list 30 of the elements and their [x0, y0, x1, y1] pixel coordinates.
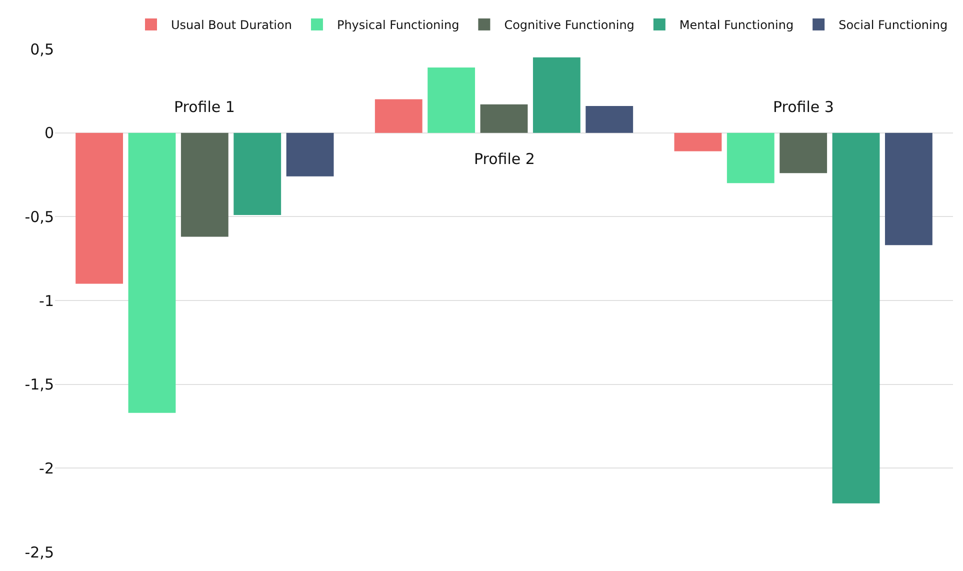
- bar: [780, 132, 828, 174]
- bar: [428, 67, 476, 133]
- y-tick-label: 0,5: [30, 40, 54, 58]
- y-tick-label: -1: [39, 292, 54, 310]
- bar: [234, 132, 282, 215]
- y-tick-label: 0: [44, 124, 54, 142]
- y-tick-label: -2: [39, 459, 54, 478]
- legend-label: Mental Functioning: [679, 18, 794, 32]
- bar: [76, 132, 124, 284]
- bar: [480, 104, 528, 133]
- bar: [374, 99, 422, 133]
- legend-label: Physical Functioning: [336, 18, 460, 32]
- bar: [532, 57, 580, 133]
- bar: [674, 132, 722, 152]
- bar: [726, 132, 774, 184]
- y-tick-label: -1,5: [24, 376, 54, 394]
- legend-label: Social Functioning: [838, 18, 948, 32]
- bar: [884, 132, 932, 246]
- y-tick-label: -2,5: [24, 543, 54, 562]
- y-tick-label: -0,5: [24, 208, 54, 226]
- bar: [128, 132, 176, 413]
- x-tick-label: Profile 1: [174, 98, 235, 116]
- bar: [286, 132, 334, 176]
- legend-label: Usual Bout Duration: [171, 18, 292, 32]
- bar: [586, 106, 634, 133]
- x-tick-label: Profile 3: [773, 98, 834, 116]
- legend-label: Cognitive Functioning: [504, 18, 634, 32]
- x-tick-label: Profile 2: [474, 150, 535, 168]
- bar: [832, 132, 880, 504]
- bar: [180, 132, 228, 237]
